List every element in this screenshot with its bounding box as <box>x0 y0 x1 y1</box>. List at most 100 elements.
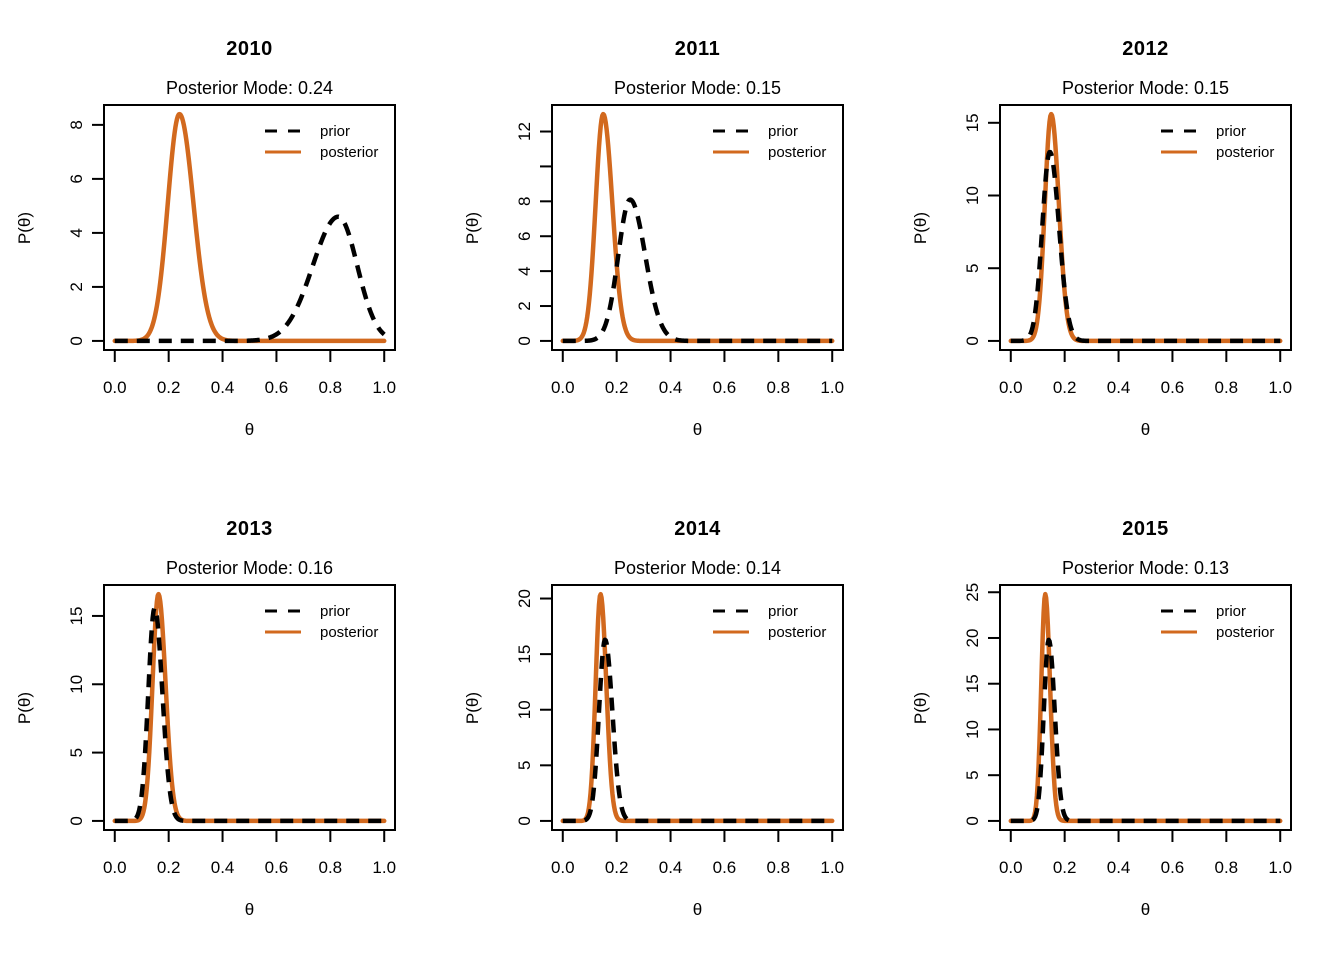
legend-label-prior: prior <box>320 603 350 620</box>
x-axis-label: θ <box>244 900 255 919</box>
y-tick-label: 10 <box>67 675 86 694</box>
x-tick-label: 0.0 <box>551 858 575 877</box>
y-tick-label: 6 <box>515 231 534 240</box>
y-tick-label: 5 <box>963 263 982 272</box>
plot-area: 0.0 0.2 0.4 0.6 0.8 1.0 0 5 10 15 prior posterior <box>963 104 1292 397</box>
prior-curve <box>1009 637 1282 824</box>
legend-label-posterior: posterior <box>768 624 826 641</box>
posterior-mode-subtitle: Posterior Mode: 0.14 <box>613 558 782 578</box>
panel-title: 2013 <box>226 518 273 540</box>
plot-area: 0.0 0.2 0.4 0.6 0.8 1.0 0 5 10 15 20 25 prior posteri… <box>963 583 1292 877</box>
x-tick-label: 0.4 <box>1107 858 1131 877</box>
plot-area: 0.0 0.2 0.4 0.6 0.8 1.0 0 5 10 15 20 prior posterior <box>515 584 844 877</box>
posterior-mode-subtitle: Posterior Mode: 0.13 <box>1061 558 1230 578</box>
panel-title: 2011 <box>674 38 721 60</box>
y-tick-label: 12 <box>515 122 534 141</box>
panel-2015: 2015 Posterior Mode: 0.13 P(θ) 0.0 0.2 0.4… <box>896 480 1344 960</box>
y-tick-label: 8 <box>515 197 534 206</box>
x-tick-label: 0.0 <box>103 858 127 877</box>
y-tick-label: 25 <box>963 583 982 602</box>
x-tick-label: 0.6 <box>713 378 737 397</box>
posterior-mode-subtitle: Posterior Mode: 0.16 <box>165 558 334 578</box>
y-tick-label: 10 <box>963 720 982 739</box>
legend-label-posterior: posterior <box>1216 624 1274 641</box>
y-tick-label: 10 <box>963 186 982 205</box>
y-tick-label: 15 <box>515 645 534 664</box>
x-tick-label: 0.4 <box>659 858 683 877</box>
y-tick-label: 20 <box>515 589 534 608</box>
x-axis-label: θ <box>692 900 703 919</box>
panel-2010: 2010 Posterior Mode: 0.24 P(θ) 0.0 0.2 0.4… <box>0 0 448 480</box>
y-tick-label: 8 <box>67 120 86 129</box>
plot-box <box>999 104 1292 351</box>
x-tick-label: 0.8 <box>1215 858 1239 877</box>
y-tick-label: 20 <box>963 629 982 648</box>
y-tick-label: 0 <box>67 336 86 345</box>
panel-2013: 2013 Posterior Mode: 0.16 P(θ) 0.0 0.2 0.4… <box>0 480 448 960</box>
x-tick-label: 0.6 <box>265 858 289 877</box>
posterior-curve <box>560 591 835 824</box>
panel-2012: 2012 Posterior Mode: 0.15 P(θ) 0.0 0.2 0.4… <box>896 0 1344 480</box>
x-tick-label: 1.0 <box>1268 378 1292 397</box>
x-tick-label: 0.2 <box>1053 378 1077 397</box>
legend-label-posterior: posterior <box>320 144 378 161</box>
y-tick-label: 10 <box>515 700 534 719</box>
x-tick-label: 1.0 <box>820 378 844 397</box>
posterior-mode-subtitle: Posterior Mode: 0.24 <box>165 78 334 98</box>
x-tick-label: 0.2 <box>1053 858 1077 877</box>
x-tick-label: 0.8 <box>319 378 343 397</box>
legend-label-prior: prior <box>320 123 350 140</box>
y-tick-label: 15 <box>963 674 982 693</box>
y-tick-label: 0 <box>67 816 86 825</box>
legend-label-posterior: posterior <box>320 624 378 641</box>
x-tick-label: 0.0 <box>999 858 1023 877</box>
posterior-mode-subtitle: Posterior Mode: 0.15 <box>1061 78 1230 98</box>
x-tick-label: 1.0 <box>820 858 844 877</box>
legend-label-posterior: posterior <box>768 144 826 161</box>
posterior-curve <box>112 591 387 824</box>
y-tick-label: 0 <box>963 336 982 345</box>
x-tick-label: 0.8 <box>1215 378 1239 397</box>
x-tick-label: 0.4 <box>211 378 235 397</box>
x-tick-label: 0.2 <box>157 378 181 397</box>
plot-box <box>551 104 844 351</box>
x-tick-label: 0.6 <box>1161 858 1185 877</box>
legend-label-prior: prior <box>768 603 798 620</box>
x-tick-label: 0.4 <box>211 858 235 877</box>
x-tick-label: 0.6 <box>265 378 289 397</box>
prior-curve <box>113 214 386 344</box>
panel-title: 2014 <box>674 518 721 540</box>
y-tick-label: 0 <box>963 816 982 825</box>
x-tick-label: 0.2 <box>157 858 181 877</box>
y-tick-label: 2 <box>515 301 534 310</box>
y-tick-label: 15 <box>963 113 982 132</box>
x-tick-label: 1.0 <box>1268 858 1292 877</box>
x-axis-label: θ <box>1140 420 1151 439</box>
y-tick-label: 5 <box>515 761 534 770</box>
x-tick-label: 0.4 <box>659 378 683 397</box>
plot-area: 0.0 0.2 0.4 0.6 0.8 1.0 0 2 4 6 8 12 prior posterior <box>515 104 844 397</box>
x-tick-label: 1.0 <box>372 378 396 397</box>
posterior-mode-subtitle: Posterior Mode: 0.15 <box>613 78 782 98</box>
x-tick-label: 0.0 <box>551 378 575 397</box>
legend-label-prior: prior <box>768 123 798 140</box>
x-axis-label: θ <box>1140 900 1151 919</box>
plot-box <box>999 584 1292 831</box>
x-tick-label: 0.0 <box>103 378 127 397</box>
prior-curve <box>561 637 834 824</box>
y-tick-label: 0 <box>515 336 534 345</box>
y-tick-label: 2 <box>67 282 86 291</box>
x-tick-label: 0.2 <box>605 378 629 397</box>
x-tick-label: 0.8 <box>767 858 791 877</box>
x-axis-label: θ <box>244 420 255 439</box>
prior-curve <box>561 197 834 344</box>
x-tick-label: 0.0 <box>999 378 1023 397</box>
x-axis-label: θ <box>692 420 703 439</box>
y-tick-label: 0 <box>515 816 534 825</box>
plot-box <box>551 584 844 831</box>
plot-box <box>103 104 396 351</box>
y-tick-label: 6 <box>67 174 86 183</box>
y-tick-label: 4 <box>515 266 534 275</box>
panel-2014: 2014 Posterior Mode: 0.14 P(θ) 0.0 0.2 0.4… <box>448 480 896 960</box>
